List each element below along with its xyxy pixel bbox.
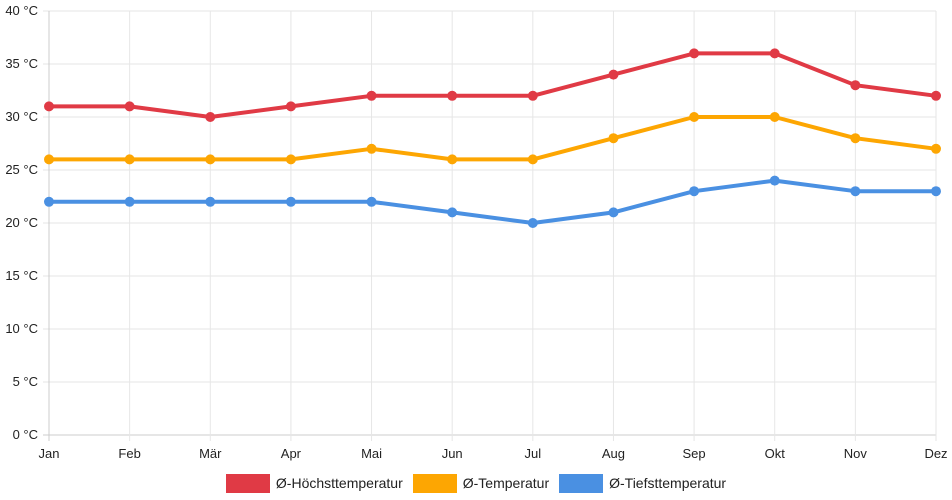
x-tick-label: Dez: [924, 446, 947, 461]
data-point[interactable]: [850, 186, 861, 197]
series-line: [47, 178, 938, 225]
series-2: [44, 112, 941, 165]
data-point[interactable]: [689, 48, 700, 59]
y-tick-label: 20 °C: [5, 215, 38, 230]
data-point[interactable]: [44, 154, 54, 165]
data-point[interactable]: [931, 90, 941, 101]
data-point[interactable]: [527, 154, 538, 165]
series-line: [47, 115, 938, 162]
data-point[interactable]: [285, 154, 296, 165]
x-tick-label: Feb: [118, 446, 140, 461]
legend-swatch: [559, 473, 604, 493]
data-point[interactable]: [850, 133, 861, 144]
data-point[interactable]: [44, 101, 54, 112]
data-point[interactable]: [931, 186, 941, 197]
legend-item-3[interactable]: Ø-Tiefsttemperatur: [559, 473, 727, 493]
x-tick-label: Okt: [765, 446, 786, 461]
legend-label: Ø-Temperatur: [462, 475, 550, 491]
data-point[interactable]: [124, 101, 135, 112]
x-tick-label: Jun: [442, 446, 463, 461]
data-point[interactable]: [527, 218, 538, 228]
y-tick-label: 25 °C: [5, 162, 38, 177]
data-point[interactable]: [366, 143, 377, 154]
data-point[interactable]: [527, 90, 538, 101]
y-tick-label: 40 °C: [5, 3, 38, 18]
data-point[interactable]: [931, 143, 941, 154]
data-point[interactable]: [44, 196, 54, 207]
data-point[interactable]: [447, 154, 458, 165]
x-tick-label: Sep: [683, 446, 706, 461]
legend-swatch: [225, 473, 270, 493]
data-point[interactable]: [285, 101, 296, 112]
y-axis-ticks: 0 °C 5 °C 10 °C 15 °C 20 °C 25 °C 30 °C 35 °C 40…: [5, 3, 38, 442]
legend-item-1[interactable]: Ø-Höchsttemperatur: [225, 473, 403, 493]
y-tick-label: 15 °C: [5, 268, 38, 283]
data-point[interactable]: [366, 196, 377, 207]
x-tick-label: Mai: [361, 446, 382, 461]
series-line: [47, 51, 938, 119]
data-point[interactable]: [205, 154, 216, 165]
data-point[interactable]: [608, 207, 619, 218]
x-tick-label: Mär: [199, 446, 222, 461]
x-tick-label: Jul: [525, 446, 542, 461]
data-point[interactable]: [205, 196, 216, 207]
y-tick-label: 0 °C: [13, 427, 38, 442]
data-point[interactable]: [124, 154, 135, 165]
data-point[interactable]: [689, 186, 700, 197]
x-axis-ticks: Jan Feb Mär Apr Mai Jun Jul Aug Sep Okt Nov Dez: [39, 446, 948, 461]
data-point[interactable]: [608, 69, 619, 80]
y-tick-label: 5 °C: [13, 374, 38, 389]
legend-swatch: [412, 473, 457, 493]
x-tick-label: Jan: [39, 446, 60, 461]
data-point[interactable]: [124, 196, 135, 207]
data-point[interactable]: [447, 90, 458, 101]
y-tick-label: 10 °C: [5, 321, 38, 336]
data-point[interactable]: [769, 48, 780, 59]
x-tick-label: Nov: [844, 446, 868, 461]
chart-plot-area: 0 °C 5 °C 10 °C 15 °C 20 °C 25 °C 30 °C 35 °C 40…: [5, 3, 948, 461]
data-point[interactable]: [285, 196, 296, 207]
legend-label: Ø-Höchsttemperatur: [275, 475, 403, 491]
legend: Ø-Höchsttemperatur Ø-Temperatur Ø-Tiefstte…: [0, 470, 952, 496]
data-point[interactable]: [689, 112, 700, 122]
legend-label: Ø-Tiefsttemperatur: [609, 475, 727, 491]
x-tick-label: Aug: [602, 446, 625, 461]
y-tick-label: 35 °C: [5, 56, 38, 71]
data-point[interactable]: [447, 207, 458, 218]
y-tick-label: 30 °C: [5, 109, 38, 124]
data-point[interactable]: [769, 175, 780, 186]
legend-item-2[interactable]: Ø-Temperatur: [412, 473, 550, 493]
x-tick-label: Apr: [281, 446, 302, 461]
data-point[interactable]: [769, 112, 780, 122]
series-1: [44, 48, 941, 122]
data-point[interactable]: [366, 90, 377, 101]
grid-lines: [43, 10, 937, 441]
series-3: [44, 175, 941, 228]
series-lines: [44, 48, 941, 228]
data-point[interactable]: [608, 133, 619, 144]
data-point[interactable]: [205, 112, 216, 122]
data-point[interactable]: [850, 80, 861, 91]
